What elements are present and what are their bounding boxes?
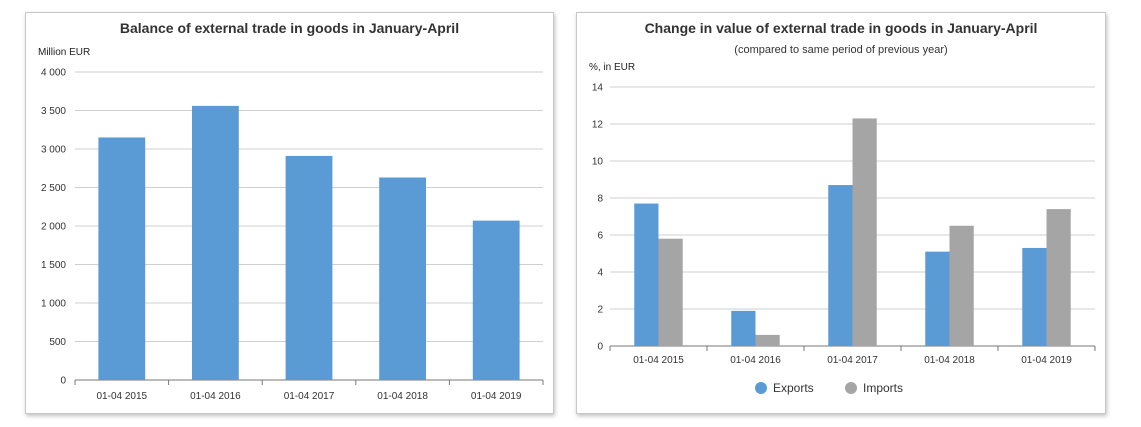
x-category-label: 01-04 2017 <box>284 391 335 402</box>
imports-bar <box>949 225 974 346</box>
y-axis-unit-label: Million EUR <box>38 47 90 58</box>
y-tick-label: 0 <box>597 342 603 353</box>
imports-legend-marker <box>845 382 857 394</box>
balance-bar <box>192 105 239 380</box>
y-axis-unit-label: %, in EUR <box>589 62 635 73</box>
y-tick-label: 6 <box>597 231 603 242</box>
y-tick-label: 10 <box>592 157 604 168</box>
change-chart-panel: Change in value of external trade in goo… <box>576 12 1106 414</box>
y-tick-label: 12 <box>592 120 604 131</box>
exports-legend-marker <box>755 382 767 394</box>
x-category-label: 01-04 2019 <box>1021 355 1072 366</box>
exports-legend-label: Exports <box>773 381 814 395</box>
balance-chart-panel: Balance of external trade in goods in Ja… <box>25 12 554 414</box>
y-tick-label: 4 <box>597 268 603 279</box>
balance-chart: Balance of external trade in goods in Ja… <box>38 20 544 402</box>
exports-bar <box>1022 247 1047 346</box>
x-category-label: 01-04 2018 <box>377 391 428 402</box>
y-tick-label: 0 <box>60 376 66 387</box>
balance-bar <box>472 220 520 380</box>
x-category-label: 01-04 2017 <box>827 355 878 366</box>
imports-bar <box>852 118 877 346</box>
chart-title: Balance of external trade in goods in Ja… <box>120 20 459 36</box>
exports-bar <box>925 251 950 346</box>
x-category-label: 01-04 2016 <box>730 355 781 366</box>
x-category-label: 01-04 2016 <box>190 391 241 402</box>
y-tick-label: 2 <box>597 305 603 316</box>
y-tick-label: 500 <box>49 337 66 348</box>
imports-bar <box>755 334 780 346</box>
y-tick-label: 2 000 <box>41 222 66 233</box>
exports-bar <box>828 185 853 346</box>
balance-bar <box>285 155 333 380</box>
y-tick-label: 14 <box>592 83 604 94</box>
x-category-label: 01-04 2018 <box>924 355 975 366</box>
y-tick-label: 2 500 <box>41 183 66 194</box>
y-tick-label: 8 <box>597 194 603 205</box>
balance-bar <box>379 177 426 380</box>
change-chart: Change in value of external trade in goo… <box>589 20 1096 395</box>
chart-title: Change in value of external trade in goo… <box>645 20 1038 36</box>
balance-bar <box>98 137 146 380</box>
y-tick-label: 4 000 <box>41 68 66 79</box>
imports-legend-label: Imports <box>863 381 903 395</box>
y-tick-label: 1 500 <box>41 260 66 271</box>
y-tick-label: 1 000 <box>41 299 66 310</box>
x-category-label: 01-04 2015 <box>96 391 147 402</box>
x-category-label: 01-04 2019 <box>471 391 522 402</box>
chart-subtitle: (compared to same period of previous yea… <box>734 44 947 56</box>
imports-bar <box>658 238 683 346</box>
y-tick-label: 3 500 <box>41 106 66 117</box>
y-tick-label: 3 000 <box>41 145 66 156</box>
exports-bar <box>634 203 659 346</box>
x-category-label: 01-04 2015 <box>633 355 684 366</box>
imports-bar <box>1046 209 1071 346</box>
exports-bar <box>731 310 756 346</box>
